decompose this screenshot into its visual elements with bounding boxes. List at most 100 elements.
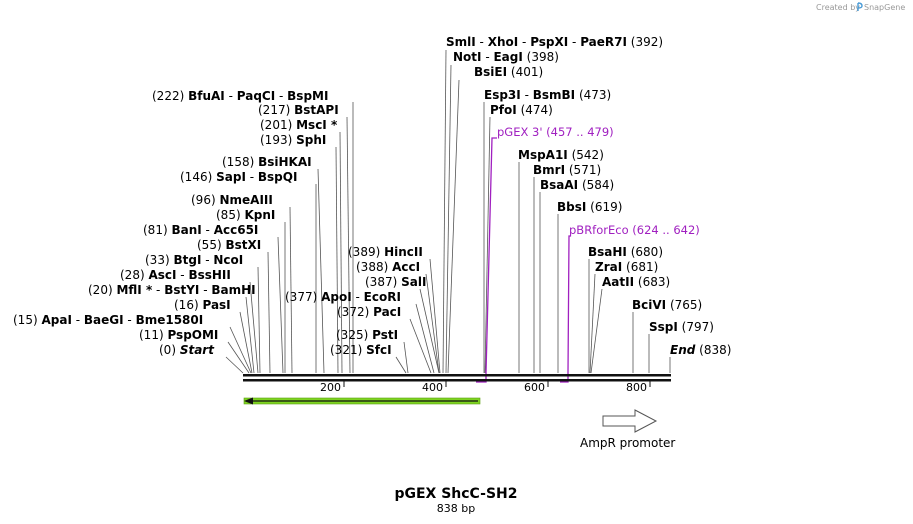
site-position: (146) bbox=[180, 170, 212, 184]
site-position: (81) bbox=[143, 223, 168, 237]
site-label-bstxi[interactable]: (55) BstXI bbox=[197, 238, 261, 252]
enzyme-name: BaeGI bbox=[84, 313, 124, 327]
site-label-mfli[interactable]: (20) MflI * - BstYI - BamHI bbox=[88, 283, 256, 297]
site-label-sspi[interactable]: SspI (797) bbox=[649, 320, 714, 334]
site-label-kpni[interactable]: (85) KpnI bbox=[216, 208, 275, 222]
site-label-noti[interactable]: NotI - EagI (398) bbox=[453, 50, 559, 64]
enzyme-name: BfuAI bbox=[188, 89, 225, 103]
site-position: (193) bbox=[260, 133, 292, 147]
enzyme-name: BanI bbox=[171, 223, 201, 237]
site-position: (473) bbox=[579, 88, 611, 102]
site-position: (398) bbox=[527, 50, 559, 64]
enzyme-name: MscI * bbox=[296, 118, 338, 132]
site-label-end[interactable]: End (838) bbox=[670, 343, 731, 357]
site-label-bsihkai[interactable]: (158) BsiHKAI bbox=[222, 155, 312, 169]
enzyme-name: NmeAIII bbox=[219, 193, 272, 207]
site-position: (683) bbox=[638, 275, 670, 289]
enzyme-name: ApoI bbox=[321, 290, 352, 304]
site-label-asci[interactable]: (28) AscI - BssHII bbox=[120, 268, 231, 282]
enzyme-name: HincII bbox=[384, 245, 423, 259]
enzyme-name: ZraI bbox=[595, 260, 622, 274]
site-position: (158) bbox=[222, 155, 254, 169]
site-label-bsahi[interactable]: BsaHI (680) bbox=[588, 245, 663, 259]
ampr-promoter-arrow[interactable] bbox=[602, 409, 658, 433]
enzyme-name: Bme1580I bbox=[136, 313, 204, 327]
site-label-nmeaiii[interactable]: (96) NmeAIII bbox=[191, 193, 273, 207]
site-label-bfuai[interactable]: (222) BfuAI - PaqCI - BspMI bbox=[152, 89, 328, 103]
site-position: (388) bbox=[356, 260, 388, 274]
site-position: (680) bbox=[631, 245, 663, 259]
site-label-msci[interactable]: (201) MscI * bbox=[260, 118, 338, 132]
primer-range: (457 .. 479) bbox=[543, 125, 614, 139]
primer-label-pbrforeco[interactable]: pBRforEco (624 .. 642) bbox=[569, 223, 700, 237]
site-label-bsiei[interactable]: BsiEI (401) bbox=[474, 65, 543, 79]
ruler-tick-600: 600 bbox=[524, 381, 545, 394]
site-label-hincii[interactable]: (389) HincII bbox=[348, 245, 423, 259]
enzyme-name: MspA1I bbox=[518, 148, 568, 162]
enzyme-name: SspI bbox=[649, 320, 678, 334]
site-label-smli[interactable]: SmlI - XhoI - PspXI - PaeR7I (392) bbox=[446, 35, 663, 49]
enzyme-name: BspQI bbox=[258, 170, 298, 184]
site-label-apai[interactable]: (15) ApaI - BaeGI - Bme1580I bbox=[13, 313, 203, 327]
ruler: 200 400 600 800 bbox=[320, 381, 651, 394]
site-position: (474) bbox=[521, 103, 553, 117]
site-label-sphi[interactable]: (193) SphI bbox=[260, 133, 326, 147]
site-label-bcivi[interactable]: BciVI (765) bbox=[632, 298, 702, 312]
site-label-bsaai[interactable]: BsaAI (584) bbox=[540, 178, 614, 192]
site-position: (765) bbox=[670, 298, 702, 312]
enzyme-name: AccI bbox=[392, 260, 420, 274]
ampr-promoter-label: AmpR promoter bbox=[580, 436, 675, 450]
site-label-psti[interactable]: (325) PstI bbox=[336, 328, 398, 342]
site-position: (325) bbox=[336, 328, 368, 342]
enzyme-name: SmlI bbox=[446, 35, 476, 49]
site-label-pasi[interactable]: (16) PasI bbox=[174, 298, 231, 312]
snapgene-logo bbox=[857, 2, 863, 11]
ruler-tick-800: 800 bbox=[626, 381, 647, 394]
site-label-aatii[interactable]: AatII (683) bbox=[602, 275, 670, 289]
ruler-tick-200: 200 bbox=[320, 381, 341, 394]
enzyme-name: BamHI bbox=[211, 283, 255, 297]
site-position: (222) bbox=[152, 89, 184, 103]
site-position: (16) bbox=[174, 298, 199, 312]
enzyme-name: End bbox=[670, 343, 696, 357]
site-position: (584) bbox=[582, 178, 614, 192]
site-label-sfci[interactable]: (321) SfcI bbox=[330, 343, 392, 357]
site-label-paci[interactable]: (372) PacI bbox=[337, 305, 401, 319]
enzyme-name: BtgI bbox=[173, 253, 201, 267]
site-position: (201) bbox=[260, 118, 292, 132]
site-labels: (222) BfuAI - PaqCI - BspMI(217) BstAPI(… bbox=[13, 35, 731, 357]
site-position: (619) bbox=[590, 200, 622, 214]
site-label-start[interactable]: (0) Start bbox=[159, 343, 215, 357]
site-label-esp3i[interactable]: Esp3I - BsmBI (473) bbox=[484, 88, 611, 102]
site-label-bani[interactable]: (81) BanI - Acc65I bbox=[143, 223, 258, 237]
site-label-sapi[interactable]: (146) SapI - BspQI bbox=[180, 170, 297, 184]
site-label-bbsi[interactable]: BbsI (619) bbox=[557, 200, 622, 214]
site-position: (838) bbox=[699, 343, 731, 357]
enzyme-name: BmrI bbox=[533, 163, 565, 177]
site-position: (55) bbox=[197, 238, 222, 252]
site-label-bmri[interactable]: BmrI (571) bbox=[533, 163, 601, 177]
site-label-pspomi[interactable]: (11) PspOMI bbox=[139, 328, 218, 342]
site-label-apoi[interactable]: (377) ApoI - EcoRI bbox=[285, 290, 401, 304]
enzyme-name: BsaAI bbox=[540, 178, 578, 192]
site-position: (85) bbox=[216, 208, 241, 222]
enzyme-name: ApaI bbox=[41, 313, 71, 327]
enzyme-name: MflI * bbox=[116, 283, 152, 297]
enzyme-name: BstAPI bbox=[294, 103, 339, 117]
enzyme-name: AatII bbox=[602, 275, 634, 289]
primer-pbrforeco[interactable] bbox=[560, 235, 571, 383]
primer-pgex-3[interactable] bbox=[476, 137, 497, 383]
enzyme-name: SfcI bbox=[366, 343, 391, 357]
site-label-mspa1i[interactable]: MspA1I (542) bbox=[518, 148, 604, 162]
site-label-btgi[interactable]: (33) BtgI - NcoI bbox=[145, 253, 243, 267]
primer-label-pgex-3[interactable]: pGEX 3' (457 .. 479) bbox=[497, 125, 614, 139]
site-label-pfoi[interactable]: PfoI (474) bbox=[490, 103, 553, 117]
enzyme-name: BsiEI bbox=[474, 65, 507, 79]
site-label-zrai[interactable]: ZraI (681) bbox=[595, 260, 658, 274]
site-label-acci[interactable]: (388) AccI bbox=[356, 260, 420, 274]
enzyme-name: PstI bbox=[372, 328, 398, 342]
site-label-bstapi[interactable]: (217) BstAPI bbox=[258, 103, 339, 117]
gene-feature-arrow[interactable] bbox=[243, 397, 481, 405]
site-label-sali[interactable]: (387) SalI bbox=[365, 275, 426, 289]
